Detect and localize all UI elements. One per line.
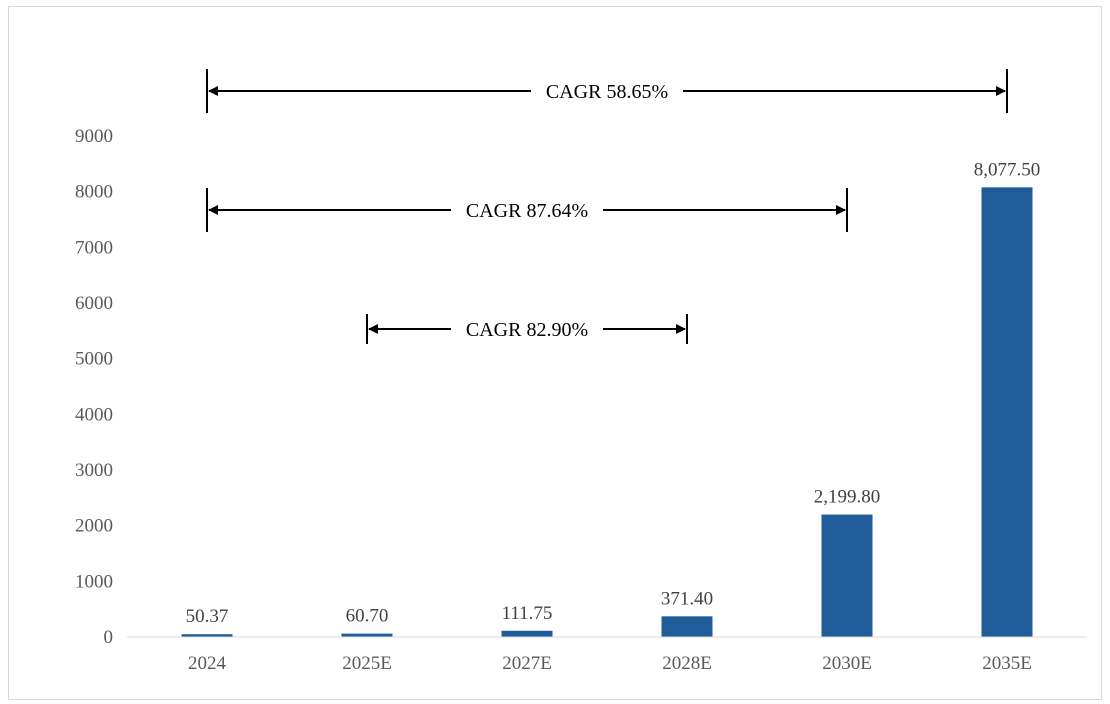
- cagr-label: CAGR 58.65%: [546, 81, 668, 103]
- cagr-annotations: CAGR 58.65% CAGR 87.64% CAGR 82.90%: [206, 69, 1008, 344]
- y-tick-label: 4000: [75, 404, 113, 425]
- y-tick-label: 9000: [75, 126, 113, 147]
- x-tick-label: 2035E: [982, 653, 1032, 674]
- data-label: 50.37: [186, 606, 229, 627]
- y-tick-label: 6000: [75, 293, 113, 314]
- y-tick-label: 0: [104, 627, 114, 648]
- cagr-label: CAGR 82.90%: [466, 319, 588, 341]
- x-axis: 2024 2025E 2027E 2028E 2030E 2035E: [127, 636, 1087, 674]
- y-tick-label: 7000: [75, 237, 113, 258]
- x-tick-label: 2024: [188, 653, 227, 674]
- data-label: 2,199.80: [814, 487, 881, 508]
- bar-2028e: [661, 616, 713, 637]
- data-label: 371.40: [661, 588, 713, 609]
- x-tick-label: 2028E: [662, 653, 712, 674]
- bar-2025e: [341, 633, 393, 637]
- bar-2030e: [821, 514, 873, 637]
- data-labels: 50.37 60.70 111.75 371.40 2,199.80 8,077.50: [186, 159, 1041, 627]
- x-tick-label: 2030E: [822, 653, 872, 674]
- bar-2024: [181, 634, 233, 637]
- cagr-annotation: CAGR 87.64%: [206, 188, 848, 232]
- y-axis: 0 1000 2000 3000 4000 5000 6000 7000 8000 9000: [75, 126, 113, 648]
- cagr-label: CAGR 87.64%: [466, 200, 588, 222]
- y-tick-label: 2000: [75, 516, 113, 537]
- cagr-annotation: CAGR 58.65%: [206, 69, 1008, 113]
- chart-container: 0 1000 2000 3000 4000 5000 6000 7000 8000 9000 20…: [8, 6, 1102, 700]
- y-tick-label: 3000: [75, 460, 113, 481]
- bar-chart: 0 1000 2000 3000 4000 5000 6000 7000 8000 9000 20…: [75, 69, 1087, 674]
- x-tick-label: 2025E: [342, 653, 392, 674]
- data-label: 60.70: [346, 606, 389, 627]
- y-tick-label: 8000: [75, 182, 113, 203]
- x-tick-label: 2027E: [502, 653, 552, 674]
- y-tick-label: 1000: [75, 571, 113, 592]
- bar-2027e: [501, 630, 553, 637]
- cagr-annotation: CAGR 82.90%: [366, 314, 688, 344]
- y-tick-label: 5000: [75, 349, 113, 370]
- data-label: 8,077.50: [974, 159, 1041, 180]
- bar-2035e: [981, 187, 1033, 638]
- bars: [181, 187, 1033, 638]
- data-label: 111.75: [502, 603, 553, 624]
